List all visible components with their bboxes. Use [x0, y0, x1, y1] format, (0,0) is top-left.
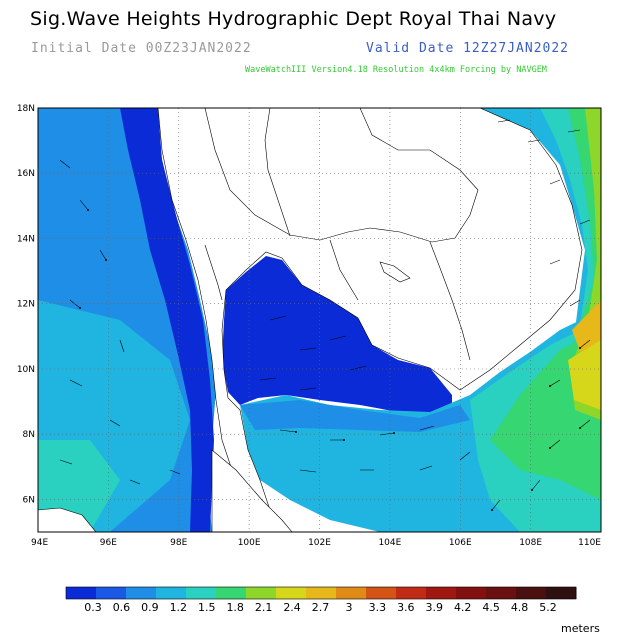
- colorbar-label: 3.6: [397, 601, 415, 614]
- andaman-calm-coast: [120, 108, 214, 532]
- x-tick-label: 98E: [170, 538, 187, 548]
- colorbar-swatch: [96, 587, 127, 599]
- x-tick-label: 102E: [308, 538, 331, 548]
- x-tick-label: 96E: [100, 538, 117, 548]
- colorbar-swatch: [516, 587, 547, 599]
- y-axis-ticks: 6N 8N 10N 12N 14N 16N 18N: [17, 104, 35, 505]
- colorbar-label: 1.5: [198, 601, 216, 614]
- colorbar-swatch: [426, 587, 457, 599]
- colorbar-swatch: [366, 587, 397, 599]
- y-tick-label: 8N: [23, 430, 35, 440]
- colorbar-swatch: [126, 587, 157, 599]
- colorbar: 0.3 0.6 0.9 1.2 1.5 1.8 2.1 2.4 2.7 3 3.3 3.6 3.9 4.2…: [65, 586, 577, 614]
- y-tick-label: 14N: [17, 234, 35, 244]
- colorbar-swatch: [156, 587, 187, 599]
- colorbar-swatch: [66, 587, 97, 599]
- colorbar-swatch: [246, 587, 277, 599]
- colorbar-swatch: [336, 587, 367, 599]
- colorbar-swatch: [306, 587, 337, 599]
- x-axis-ticks: 94E 96E 98E 100E 102E 104E 106E 108E 110E: [31, 538, 601, 548]
- y-tick-label: 10N: [17, 365, 35, 375]
- colorbar-label: 4.8: [511, 601, 529, 614]
- x-tick-label: 94E: [31, 538, 48, 548]
- south-sea-band-1: [240, 400, 470, 432]
- colorbar-label: 2.7: [312, 601, 330, 614]
- colorbar-swatch: [456, 587, 487, 599]
- sumatra-land: [38, 507, 97, 532]
- peninsula-south-land: [211, 449, 293, 532]
- colorbar-label: 0.6: [113, 601, 131, 614]
- model-note: WaveWatchIII Version4.18 Resolution 4x4k…: [245, 65, 547, 75]
- country-borders: [204, 108, 479, 361]
- x-tick-label: 110E: [578, 538, 601, 548]
- colorbar-label: 5.2: [539, 601, 557, 614]
- y-tick-label: 6N: [23, 495, 35, 505]
- colorbar-label: 4.2: [454, 601, 472, 614]
- colorbar-label: 0.3: [84, 601, 102, 614]
- indochina-land: [157, 108, 583, 521]
- colorbar-label: 3.3: [369, 601, 387, 614]
- x-tick-label: 106E: [449, 538, 472, 548]
- x-tick-label: 100E: [238, 538, 261, 548]
- arrow-heads: [79, 209, 581, 511]
- colorbar-swatch: [276, 587, 307, 599]
- colorbar-label: 1.8: [226, 601, 244, 614]
- colorbar-label: 3.9: [426, 601, 444, 614]
- valid-date: Valid Date 12Z27JAN2022: [366, 41, 570, 56]
- graticule: [38, 108, 601, 532]
- colorbar-label: 4.5: [482, 601, 500, 614]
- colorbar-label: 1.2: [170, 601, 188, 614]
- map-title: Sig.Wave Heights Hydrographic Dept Royal…: [30, 8, 557, 30]
- map-frame: [37, 107, 602, 533]
- colorbar-label: 2.4: [283, 601, 301, 614]
- colorbar-outline: [65, 586, 577, 600]
- colorbar-units: meters: [561, 622, 600, 635]
- colorbar-swatch: [186, 587, 217, 599]
- x-tick-label: 108E: [519, 538, 542, 548]
- y-tick-label: 12N: [17, 300, 35, 310]
- y-tick-label: 18N: [17, 104, 35, 114]
- colorbar-swatch: [486, 587, 517, 599]
- y-tick-label: 16N: [17, 169, 35, 179]
- colorbar-label: 2.1: [255, 601, 273, 614]
- colorbar-swatch: [396, 587, 427, 599]
- wave-field: [38, 108, 601, 532]
- max-swell-core-2: [568, 340, 601, 410]
- colorbar-label: 3: [345, 601, 352, 614]
- x-tick-label: 104E: [378, 538, 401, 548]
- colorbar-swatch: [216, 587, 247, 599]
- tonle-sap-lake: [379, 261, 411, 283]
- initial-date: Initial Date 00Z23JAN2022: [31, 41, 252, 56]
- colorbar-label: 0.9: [141, 601, 159, 614]
- colorbar-swatch: [546, 587, 577, 599]
